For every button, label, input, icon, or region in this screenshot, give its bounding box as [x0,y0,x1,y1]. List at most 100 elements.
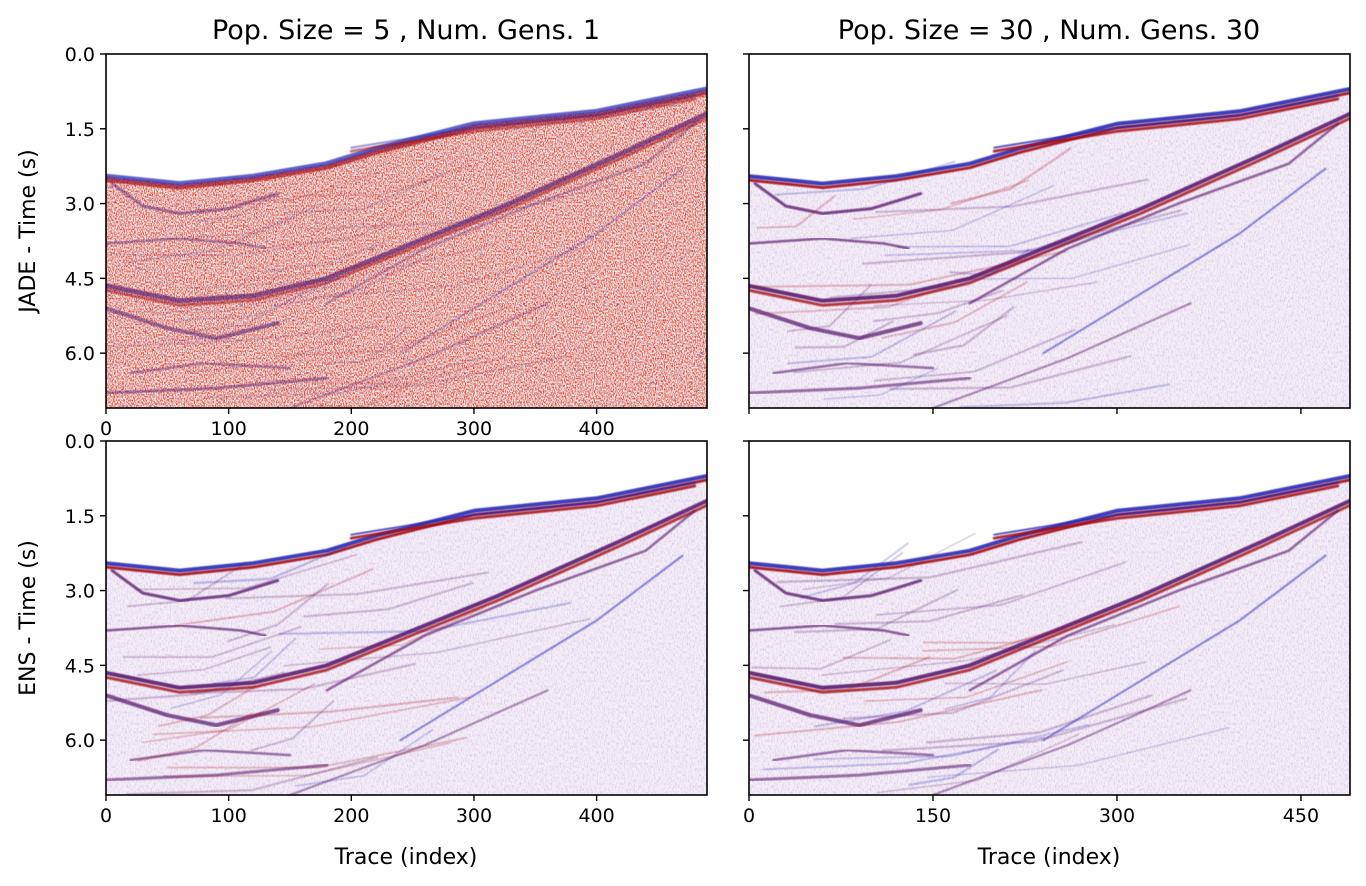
noise-speck [187,328,190,330]
reflector-dip-a [968,509,1339,692]
noise-speck [279,284,282,286]
noise-speck [650,382,653,384]
noise-speck [656,244,659,246]
layer-striation [136,712,253,762]
noise-speck [519,304,521,306]
noise-speck [401,340,404,342]
noise-speck [629,161,632,163]
noise-speck [510,202,513,204]
noise-speck [220,389,223,391]
noise-speck [117,385,120,387]
noise-speck [184,380,187,382]
layer-striation [187,332,358,373]
noise-speck [590,327,593,330]
noise-speck [284,207,287,209]
noise-speck [171,272,173,274]
noise-speck [155,260,158,263]
noise-speck [623,276,626,279]
noise-speck [619,138,622,140]
noise-speck [186,258,189,261]
noise-speck [396,229,399,231]
y-tick-label: 4.5 [65,268,95,290]
noise-speck [268,194,271,196]
noise-speck [123,353,126,355]
noise-speck [256,196,259,198]
noise-speck [136,368,138,371]
noise-speck [500,306,503,308]
layer-striation [873,328,1076,382]
noise-speck [536,225,538,227]
noise-speck [195,288,198,290]
noise-speck [431,371,434,374]
noise-speck [329,372,332,375]
noise-speck [360,307,363,309]
noise-speck [513,138,516,140]
noise-speck [494,330,497,332]
noise-speck [145,335,148,338]
noise-speck [686,287,689,289]
noise-speck [598,258,601,260]
noise-speck [598,226,601,228]
noise-speck [388,162,390,164]
noise-speck [154,200,157,202]
layer-striation [872,289,1004,323]
noise-speck [376,165,378,167]
noise-speck [568,256,571,258]
noise-speck [179,247,182,249]
noise-speck [198,204,201,206]
noise-speck [320,195,323,197]
reflector-mid-layer [749,624,910,637]
axis-ticks: 0 100 200 300 400 0.0 1.5 3.0 4.5 6.0 [65,44,615,440]
noise-speck [355,304,358,306]
noise-speck [435,158,438,161]
noise-speck [111,284,114,286]
noise-speck [482,149,485,151]
noise-speck [271,246,274,248]
noise-speck [123,190,126,193]
noise-speck [274,304,276,306]
noise-speck [590,146,593,148]
noise-speck [604,148,607,151]
noise-speck [241,186,243,189]
layer-striation [170,650,273,709]
noise-speck [440,387,442,389]
noise-speck [466,154,469,156]
noise-speck [642,338,645,340]
layer-striation [750,639,891,670]
noise-speck [457,297,459,299]
noise-speck [660,140,663,143]
noise-speck [312,282,314,285]
noise-speck [530,327,533,330]
noise-speck [423,336,425,338]
noise-speck [240,330,242,332]
layer-striation [163,202,327,240]
noise-speck [220,302,223,304]
noise-speck [548,200,551,202]
noise-speck [315,245,318,247]
noise-speck [185,184,188,186]
noise-speck [129,206,132,209]
reflector-upper-bowl [110,569,280,602]
noise-speck [232,265,235,268]
noise-speck [213,347,216,349]
noise-speck [143,207,146,209]
noise-speck [661,373,664,376]
noise-speck [274,372,277,374]
noise-speck [311,199,314,202]
noise-speck [131,327,134,329]
noise-speck [696,359,699,361]
layer-striation [323,325,410,365]
noise-speck [460,251,463,253]
noise-speck [342,173,345,175]
noise-speck [379,218,382,221]
noise-speck [656,309,659,311]
noise-speck [580,384,583,386]
noise-speck [349,221,352,223]
noise-speck [108,373,111,375]
noise-speck [232,360,235,362]
layer-striation [294,728,434,787]
noise-speck [588,301,591,304]
noise-speck [389,222,392,224]
noise-speck [627,402,630,405]
